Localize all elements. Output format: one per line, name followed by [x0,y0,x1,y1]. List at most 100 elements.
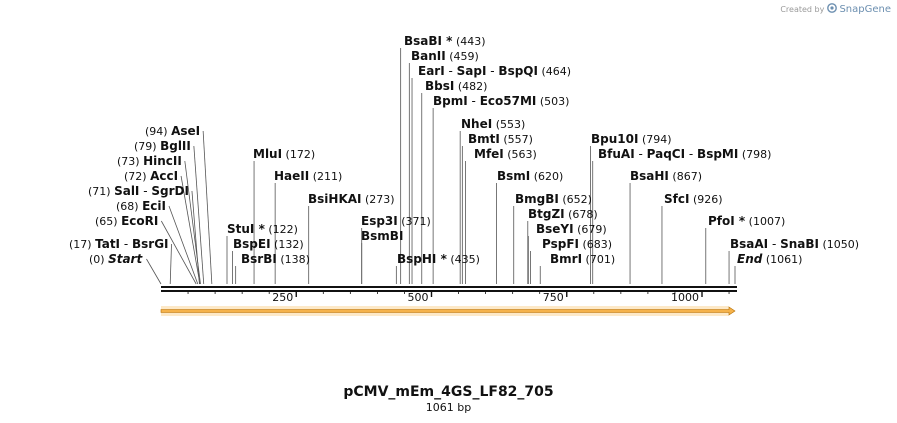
site-enzyme-name: BanII [411,49,446,63]
site-position: (652) [559,193,592,206]
site-position: (553) [492,118,525,131]
site-label-pspfi: PspFI (683) [542,237,612,251]
site-enzyme-name: BsmI [497,169,530,183]
site-label-mlui: MluI (172) [253,147,315,161]
feature-track [161,306,735,316]
site-position: (72) [124,170,150,183]
site-enzyme-name: BbsI [425,79,454,93]
site-enzyme-name: BsaAI [730,237,768,251]
site-position: (798) [738,148,771,161]
site-label-bsmi: BsmI (620) [497,169,563,183]
site-position: (678) [565,208,598,221]
site-enzyme-name: BseYI [536,222,574,236]
site-position: (73) [117,155,143,168]
site-label-bsphi: BspHI * (435) [397,252,480,266]
site-separator: - [486,64,498,78]
site-label-bsahi: BsaHI (867) [630,169,702,183]
site-enzyme-name: Eco57MI [480,94,537,108]
site-enzyme-name: BspMI [697,147,738,161]
site-position: (71) [88,185,114,198]
site-position: (503) [536,95,569,108]
map-length: 1061 bp [0,401,897,414]
site-position: (68) [116,200,142,213]
site-enzyme-name: BsaBI * [404,34,453,48]
site-label-bmgbi: BmgBI (652) [515,192,592,206]
site-enzyme-name: BsaHI [630,169,669,183]
leader-line [203,131,212,284]
site-enzyme-name: MfeI [474,147,504,161]
site-label-bsihkai: BsiHKAI (273) [308,192,395,206]
site-label-eari: EarI - SapI - BspQI (464) [418,64,571,78]
leader-line [170,244,171,284]
site-label-tati: (17) TatI - BsrGI [69,237,169,251]
site-enzyme-name: BsrGI [132,237,169,251]
site-label-pfoi: PfoI * (1007) [708,214,785,228]
site-enzyme-name: SapI [457,64,487,78]
site-position: (211) [309,170,342,183]
site-position: (563) [504,148,537,161]
site-label-haeii: HaeII (211) [274,169,342,183]
site-position: (1007) [745,215,785,228]
site-enzyme-name: End [737,252,763,266]
site-enzyme-name: BsrBI [241,252,277,266]
leader-line [146,259,161,284]
site-position: (138) [277,253,310,266]
site-enzyme-name: BglII [160,139,191,153]
site-enzyme-name: EarI [418,64,445,78]
site-enzyme-name: BfuAI [598,147,635,161]
site-separator: - [685,147,697,161]
site-position: (679) [574,223,607,236]
site-enzyme-name: BspQI [498,64,538,78]
site-position: (464) [538,65,571,78]
site-label-sali: (71) SalI - SgrDI [88,184,189,198]
site-enzyme-name: BsiHKAI [308,192,362,206]
site-enzyme-name: BspHI * [397,252,448,266]
site-label-bpu10i: Bpu10I (794) [591,132,672,146]
leader-line [185,161,201,284]
site-enzyme-name: NheI [461,117,492,131]
tick-label-500: 500 [407,291,428,304]
site-enzyme-name: PfoI * [708,214,746,228]
site-label-sfci: SfcI (926) [664,192,723,206]
site-separator: - [445,64,457,78]
site-enzyme-name: PspFI [542,237,579,251]
site-separator: - [635,147,647,161]
site-label-banii: BanII (459) [411,49,479,63]
site-enzyme-name: AccI [150,169,178,183]
site-separator: - [768,237,780,251]
site-label-bglii: (79) BglII [134,139,191,153]
sequence-axis: 250 500 750 1000 [161,287,737,304]
site-enzyme-name: EcoRI [121,214,158,228]
site-enzyme-name: SfcI [664,192,689,206]
site-separator: - [468,94,480,108]
leader-line [194,146,204,284]
site-position: (371) [398,215,431,228]
site-enzyme-name: SnaBI [780,237,819,251]
site-position: (1061) [762,253,802,266]
site-label-asei: (94) AseI [145,124,200,138]
site-position: (17) [69,238,95,251]
sequence-map: (17) TatI - BsrGI(0) Start(65) EcoRI(68)… [0,0,897,423]
site-position: (65) [95,215,121,228]
site-label-bsmbi: BsmBI [361,229,403,243]
site-labels: (17) TatI - BsrGI(0) Start(65) EcoRI(68)… [69,34,859,266]
site-enzyme-name: EciI [142,199,166,213]
site-label-bbsi: BbsI (482) [425,79,487,93]
site-enzyme-name: BsmBI [361,229,403,243]
tick-label-1000: 1000 [671,291,699,304]
site-label-bpmi: BpmI - Eco57MI (503) [433,94,569,108]
site-position: (459) [446,50,479,63]
site-position: (620) [530,170,563,183]
site-enzyme-name: TatI [95,237,120,251]
site-enzyme-name: BpmI [433,94,468,108]
site-position: (273) [362,193,395,206]
site-enzyme-name: Esp3I [361,214,398,228]
site-position: (794) [638,133,671,146]
site-enzyme-name: HaeII [274,169,309,183]
site-enzyme-name: BmtI [468,132,500,146]
site-position: (122) [265,223,298,236]
site-label-stui: StuI * (122) [227,222,298,236]
site-position: (867) [669,170,702,183]
site-enzyme-name: HincII [143,154,182,168]
site-label-bseyi: BseYI (679) [536,222,607,236]
